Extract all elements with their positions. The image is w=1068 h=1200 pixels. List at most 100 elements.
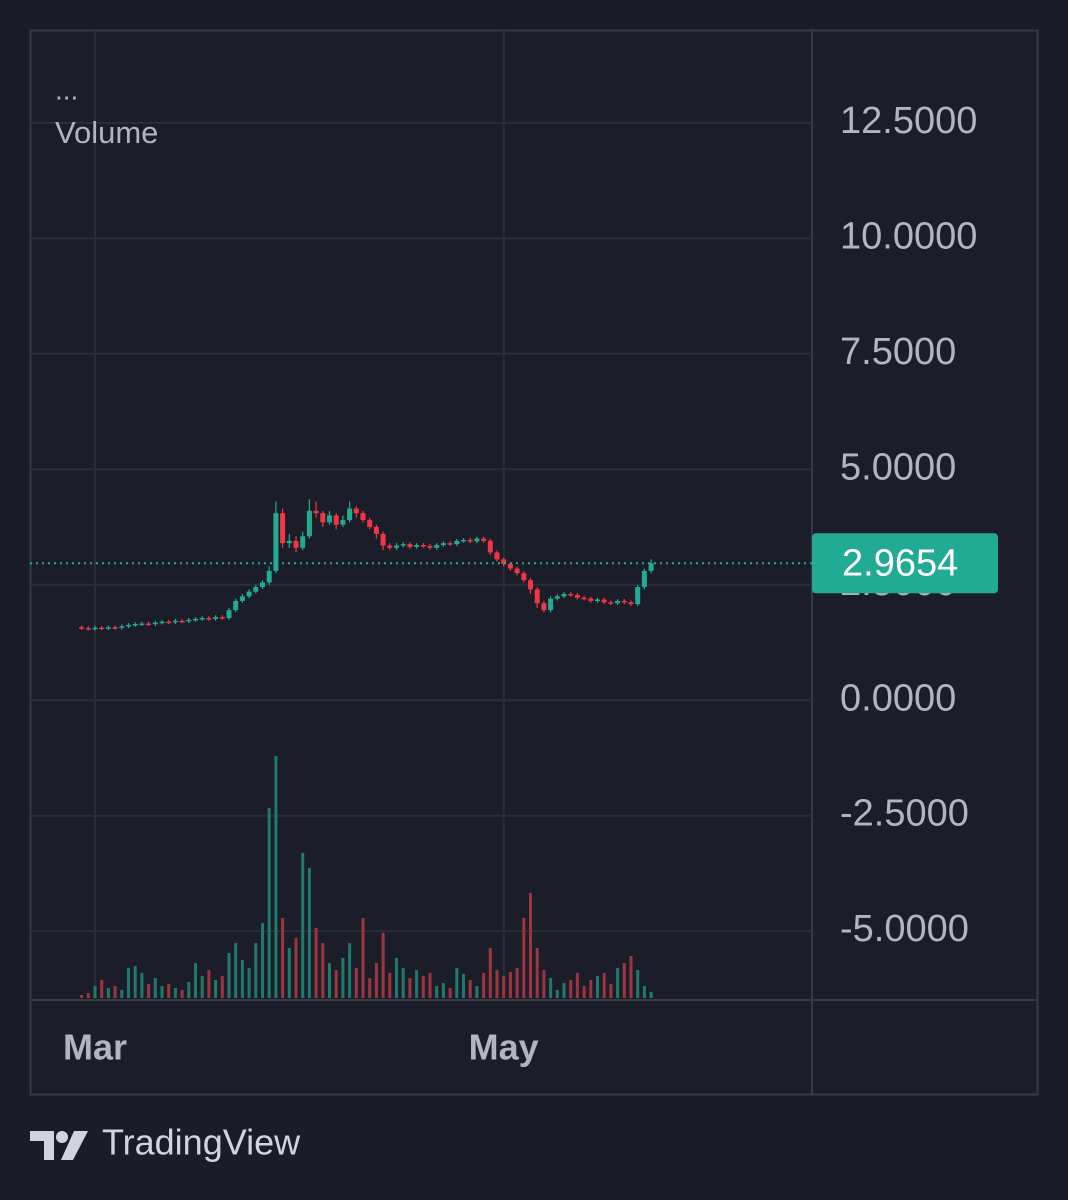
volume-bar (368, 978, 372, 998)
candle-body (407, 544, 413, 547)
plot (30, 499, 812, 998)
candle-body (434, 545, 440, 548)
volume-bar (529, 893, 532, 998)
volume-bar (462, 974, 465, 998)
candle-body (554, 596, 560, 599)
candle-body (487, 540, 493, 553)
volume-bar (133, 966, 137, 998)
candle-body (226, 610, 232, 619)
volume-bar (334, 970, 338, 998)
volume-bar (468, 980, 472, 998)
candle-body (581, 597, 587, 600)
volume-bar (522, 918, 526, 998)
volume-bar (267, 808, 271, 998)
volume-bar (535, 948, 539, 998)
candle-body (280, 513, 286, 544)
candle-body (333, 515, 339, 525)
last-price-box (812, 533, 998, 594)
candle-body (126, 624, 131, 627)
candle-body (85, 628, 91, 630)
candle-body (380, 533, 386, 546)
volume-bar (328, 963, 331, 998)
volume-bar (569, 980, 573, 998)
volume-bar (428, 973, 432, 998)
volume-bar (234, 943, 238, 998)
candle-body (568, 593, 574, 596)
volume-bar (455, 968, 459, 998)
volume-bar (415, 970, 419, 998)
volume-bar (140, 973, 144, 998)
candle-body (454, 540, 460, 545)
candle-body (494, 552, 500, 560)
volume-bar (160, 986, 164, 998)
volume-bar (314, 928, 318, 998)
volume-bar (294, 938, 298, 998)
volume-bar (649, 992, 653, 998)
volume-bar (147, 984, 151, 998)
candle-body (186, 619, 192, 622)
volume-bar (220, 976, 224, 998)
candle-body (461, 539, 466, 542)
volume-bar (502, 976, 506, 998)
grid (30, 30, 812, 1000)
volume-bar (254, 943, 258, 998)
volume-bar (321, 943, 325, 998)
candle-body (615, 600, 621, 604)
volume-bar (549, 978, 553, 998)
candle-body (260, 582, 265, 588)
volume-bar (187, 982, 191, 998)
candle-body (588, 598, 594, 601)
volume-bar (194, 963, 197, 998)
volume-bar (388, 973, 392, 998)
volume-bar (575, 973, 579, 998)
volume-bar (113, 986, 117, 998)
candle-body (193, 618, 198, 621)
volume-bar (127, 968, 130, 998)
candle-body (340, 520, 346, 525)
candle-body (394, 545, 399, 548)
y-tick-label: 7.5000 (840, 331, 956, 373)
y-tick-label: -2.5000 (840, 793, 969, 835)
volume-bar (240, 960, 244, 998)
volume-bar (609, 984, 613, 998)
candle-body (601, 599, 607, 603)
volume-bar (421, 976, 425, 998)
volume-bar (274, 756, 278, 998)
volume-bar (167, 984, 171, 998)
candle-body (608, 602, 614, 604)
candle-body (353, 508, 359, 514)
candle-body (306, 510, 312, 537)
candle-body (112, 627, 118, 629)
candle-body (387, 545, 393, 548)
volume-bar (542, 970, 546, 998)
volume-bar (562, 983, 566, 998)
volume-bar (622, 963, 626, 998)
volume-bar (435, 986, 439, 998)
volume-bar (616, 968, 620, 998)
candle-body (373, 527, 379, 534)
candle-body (628, 602, 634, 605)
menu-label[interactable]: ... (55, 74, 78, 105)
volume-bar (341, 958, 345, 998)
candle-body (286, 540, 292, 544)
volume-bar (281, 918, 285, 998)
volume-bar (200, 976, 204, 998)
candle-body (179, 620, 185, 623)
volume-bar (120, 990, 124, 998)
candle-body (79, 627, 85, 629)
candle-body (360, 513, 366, 521)
last-price-label: 2.9654 (842, 542, 958, 584)
y-tick-label: -5.0000 (840, 908, 969, 950)
volume-bar (596, 976, 599, 998)
candle-body (561, 593, 567, 597)
volume-bar (408, 978, 412, 998)
candle-body (635, 587, 641, 605)
volume-bar (93, 986, 97, 998)
y-tick-label: 12.5000 (840, 100, 977, 142)
brand-name: TradingView (102, 1122, 301, 1163)
candle-body (420, 545, 426, 547)
candle-body (514, 568, 520, 574)
candle-body (293, 540, 299, 548)
candle-body (440, 543, 446, 546)
candle-body (347, 508, 353, 521)
